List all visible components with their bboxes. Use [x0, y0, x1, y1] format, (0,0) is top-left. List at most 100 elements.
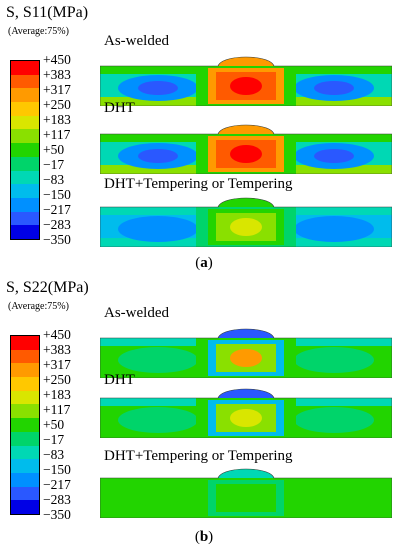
legend-tick-label: +450: [43, 327, 71, 342]
legend-swatch: [11, 445, 39, 460]
averaging-label: (Average:75%): [8, 301, 69, 312]
panel-caption-b: (b): [194, 529, 214, 545]
contour-weld-core: [230, 409, 262, 427]
case-label-dht-tempering: DHT+Tempering or Tempering: [104, 176, 293, 192]
contour-weld-core: [230, 145, 262, 163]
contour-left-core: [138, 493, 178, 507]
contour-plot-dht: [100, 124, 392, 174]
legend-tick-label: +183: [43, 387, 71, 402]
legend-swatch: [11, 377, 39, 391]
contour-weld-cap: [218, 57, 274, 66]
averaging-label: (Average:75%): [8, 26, 69, 37]
contour-right-core: [314, 413, 354, 427]
legend-tick-label: −83: [43, 172, 65, 187]
legend-tick-label: −217: [43, 477, 71, 492]
legend-swatch: [11, 472, 39, 487]
legend-tick-label: −83: [43, 447, 65, 462]
legend-tick-label: +317: [43, 357, 71, 372]
legend-swatch: [11, 431, 39, 446]
legend-swatch: [11, 225, 39, 239]
legend-swatch: [11, 156, 39, 171]
legend-tick-label: −350: [43, 232, 71, 247]
panel-b: S, S22(MPa) (Average:75%) +450 +383 +317 +2…: [0, 275, 408, 550]
legend-tick-label: −283: [43, 217, 71, 232]
legend-tick-label: +117: [43, 127, 71, 142]
legend-tick-label: +50: [43, 417, 65, 432]
panel-a: S, S11(MPa) (Average:75%) +450 +383 +317 +2…: [6, 4, 392, 271]
contour-plot-dht-tempering: [100, 468, 392, 518]
contour-right-core: [314, 493, 354, 507]
contour-left-core: [138, 413, 178, 427]
legend-swatch: [11, 170, 39, 185]
legend-swatch: [11, 349, 39, 364]
color-legend: +450 +383 +317 +250 +183 +117 +50 −17 −83 −150 −21…: [10, 53, 92, 248]
legend-swatch: [11, 363, 39, 378]
legend-swatch: [11, 61, 39, 75]
legend-color-bar: [10, 335, 40, 515]
case-label-as-welded: As-welded: [104, 33, 169, 49]
contour-plot-dht-tempering: [100, 197, 392, 247]
contour-weld-cap: [218, 198, 274, 207]
legend-tick-label: +50: [43, 142, 65, 157]
legend-swatch: [11, 88, 39, 103]
legend-color-bar: [10, 60, 40, 240]
contour-svg: [100, 56, 392, 106]
contour-svg: [100, 197, 392, 247]
legend-tick-label: +183: [43, 112, 71, 127]
legend-swatch: [11, 211, 39, 226]
contour-svg: [100, 124, 392, 174]
case-label-dht-tempering: DHT+Tempering or Tempering: [104, 448, 293, 464]
contour-weld-core: [230, 218, 262, 236]
contour-svg: [100, 388, 392, 438]
legend-swatch: [11, 184, 39, 198]
legend-swatch: [11, 404, 39, 419]
legend-tick-label: −17: [43, 432, 65, 447]
contour-weld-cap: [218, 469, 274, 478]
legend-tick-label: +317: [43, 82, 71, 97]
contour-left-core: [138, 149, 178, 163]
legend-tick-label: −17: [43, 157, 65, 172]
panel-caption-a: (a): [195, 255, 213, 271]
contour-svg: [100, 328, 392, 378]
contour-plot-as-welded: [100, 328, 392, 378]
contour-svg: [100, 468, 392, 518]
contour-right-core: [314, 222, 354, 236]
contour-weld-core: [230, 489, 262, 507]
contour-weld-cap: [218, 389, 274, 398]
contour-weld-cap: [218, 125, 274, 134]
stress-component-label: S, S22(MPa): [6, 279, 89, 296]
contour-right-core: [314, 149, 354, 163]
legend-tick-label: +383: [43, 67, 71, 82]
legend-tick-label: +250: [43, 97, 71, 112]
contour-plot-as-welded: [100, 56, 392, 106]
contour-weld-cap: [218, 329, 274, 338]
legend-tick-label: −150: [43, 187, 71, 202]
legend-swatch: [11, 418, 39, 432]
legend-swatch: [11, 115, 39, 130]
contour-weld-core: [230, 349, 262, 367]
case-label-dht: DHT: [104, 372, 135, 388]
legend-tick-label: +117: [43, 402, 71, 417]
contour-left-core: [138, 81, 178, 95]
stress-component-label: S, S11(MPa): [6, 4, 89, 21]
contour-left-core: [138, 222, 178, 236]
contour-plot-dht: [100, 388, 392, 438]
legend-tick-label: −283: [43, 492, 71, 507]
legend-tick-label: −150: [43, 462, 71, 477]
legend-swatch: [11, 336, 39, 350]
legend-swatch: [11, 143, 39, 157]
legend-tick-label: +383: [43, 342, 71, 357]
legend-swatch: [11, 459, 39, 473]
contour-right-core: [314, 353, 354, 367]
legend-swatch: [11, 102, 39, 116]
legend-swatch: [11, 500, 39, 514]
legend-tick-label: −350: [43, 507, 71, 522]
legend-swatch: [11, 129, 39, 144]
legend-tick-label: +250: [43, 372, 71, 387]
color-legend: +450 +383 +317 +250 +183 +117 +50 −17 −83 −150 −21…: [10, 328, 92, 523]
legend-tick-label: −217: [43, 202, 71, 217]
legend-swatch: [11, 74, 39, 89]
case-label-dht: DHT: [104, 100, 135, 116]
legend-swatch: [11, 486, 39, 501]
contour-weld-core: [230, 77, 262, 95]
